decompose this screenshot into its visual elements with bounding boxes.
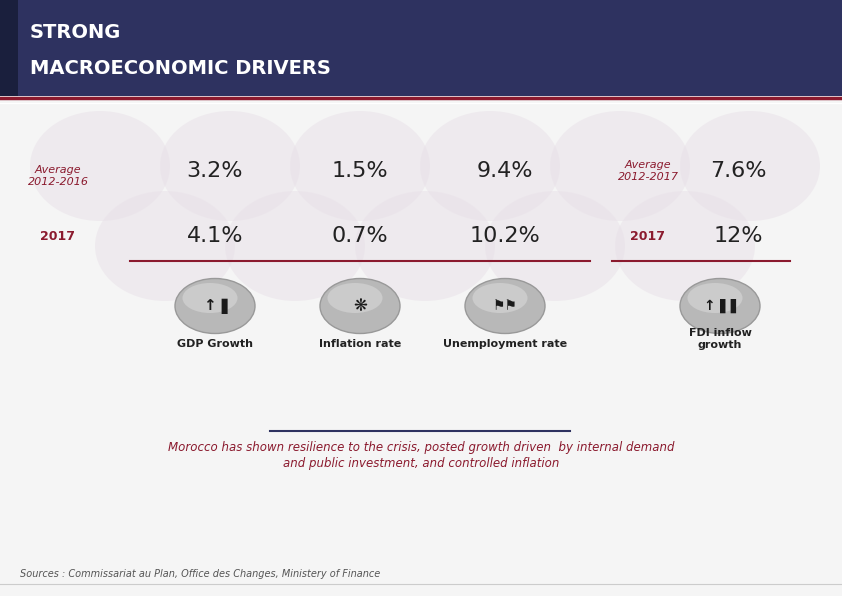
Ellipse shape bbox=[485, 191, 625, 301]
Ellipse shape bbox=[30, 111, 170, 221]
Ellipse shape bbox=[355, 191, 495, 301]
Text: MACROECONOMIC DRIVERS: MACROECONOMIC DRIVERS bbox=[30, 58, 331, 77]
Ellipse shape bbox=[320, 278, 400, 334]
Text: Average
2012-2016: Average 2012-2016 bbox=[28, 165, 88, 187]
Text: ↑▐: ↑▐ bbox=[203, 299, 227, 313]
Text: Unemployment rate: Unemployment rate bbox=[443, 339, 567, 349]
FancyBboxPatch shape bbox=[0, 0, 842, 96]
Text: Inflation rate: Inflation rate bbox=[319, 339, 401, 349]
Ellipse shape bbox=[420, 111, 560, 221]
Text: ⚑⚑: ⚑⚑ bbox=[493, 299, 518, 313]
Ellipse shape bbox=[290, 111, 430, 221]
Text: 4.1%: 4.1% bbox=[187, 226, 243, 246]
Text: Average
2012-2017: Average 2012-2017 bbox=[617, 160, 679, 182]
Ellipse shape bbox=[328, 283, 382, 313]
Ellipse shape bbox=[225, 191, 365, 301]
Text: 12%: 12% bbox=[713, 226, 763, 246]
Text: 7.6%: 7.6% bbox=[710, 161, 766, 181]
Text: 1.5%: 1.5% bbox=[332, 161, 388, 181]
Ellipse shape bbox=[680, 111, 820, 221]
Ellipse shape bbox=[183, 283, 237, 313]
Ellipse shape bbox=[160, 111, 300, 221]
Text: ↑▐▐: ↑▐▐ bbox=[704, 299, 737, 313]
Ellipse shape bbox=[550, 111, 690, 221]
Text: 2017: 2017 bbox=[40, 229, 76, 243]
Ellipse shape bbox=[680, 278, 760, 334]
Text: 0.7%: 0.7% bbox=[332, 226, 388, 246]
FancyBboxPatch shape bbox=[0, 0, 18, 96]
Text: STRONG: STRONG bbox=[30, 23, 121, 42]
Text: Sources : Commissariat au Plan, Office des Changes, Ministery of Finance: Sources : Commissariat au Plan, Office d… bbox=[20, 569, 381, 579]
Text: FDI inflow
growth: FDI inflow growth bbox=[689, 328, 751, 350]
Text: ❋: ❋ bbox=[353, 297, 367, 315]
Text: 10.2%: 10.2% bbox=[470, 226, 541, 246]
Ellipse shape bbox=[95, 191, 235, 301]
Text: 2017: 2017 bbox=[631, 229, 665, 243]
Text: 3.2%: 3.2% bbox=[187, 161, 243, 181]
Ellipse shape bbox=[175, 278, 255, 334]
Ellipse shape bbox=[688, 283, 743, 313]
Ellipse shape bbox=[472, 283, 527, 313]
Ellipse shape bbox=[465, 278, 545, 334]
Text: and public investment, and controlled inflation: and public investment, and controlled in… bbox=[283, 458, 559, 470]
Text: 9.4%: 9.4% bbox=[477, 161, 533, 181]
Text: Morocco has shown resilience to the crisis, posted growth driven  by internal de: Morocco has shown resilience to the cris… bbox=[168, 442, 674, 455]
Ellipse shape bbox=[615, 191, 755, 301]
Text: GDP Growth: GDP Growth bbox=[177, 339, 253, 349]
